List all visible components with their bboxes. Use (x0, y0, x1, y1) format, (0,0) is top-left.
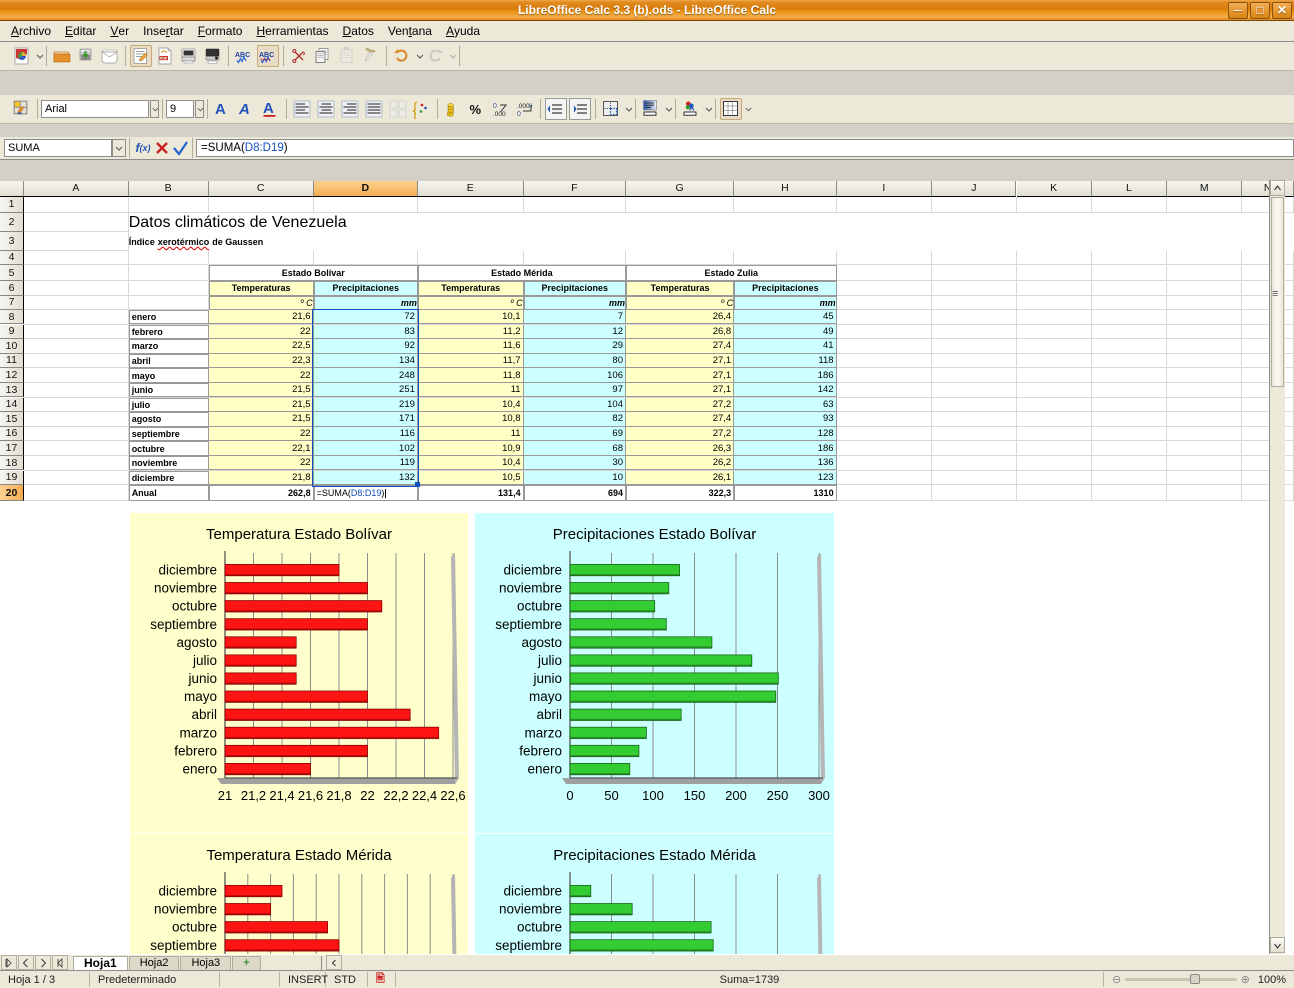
svg-text:abril: abril (192, 708, 218, 723)
svg-text:mayo: mayo (529, 689, 562, 704)
svg-text:octubre: octubre (172, 919, 217, 934)
svg-text:22,4: 22,4 (412, 788, 437, 803)
svg-text:300: 300 (808, 788, 830, 803)
svg-text:.000: .000 (493, 111, 506, 118)
svg-text:21,6: 21,6 (298, 788, 323, 803)
svg-text:septiembre: septiembre (495, 938, 562, 953)
svg-text:junio: junio (532, 671, 562, 686)
svg-text:diciembre: diciembre (503, 563, 562, 578)
svg-text:21,4: 21,4 (270, 788, 295, 803)
svg-text:octubre: octubre (517, 919, 562, 934)
svg-text:Precipitaciones Estado Mérida: Precipitaciones Estado Mérida (553, 847, 756, 864)
svg-text:200: 200 (725, 788, 747, 803)
svg-text:enero: enero (527, 762, 562, 777)
svg-text:noviembre: noviembre (154, 901, 217, 916)
svg-text:abril: abril (536, 708, 562, 723)
svg-text:250: 250 (767, 788, 789, 803)
svg-text:noviembre: noviembre (154, 581, 217, 596)
svg-text:ABC: ABC (259, 52, 274, 59)
svg-text:septiembre: septiembre (495, 617, 562, 632)
svg-text:50: 50 (604, 788, 618, 803)
svg-text:21,8: 21,8 (327, 788, 352, 803)
svg-text:marzo: marzo (524, 726, 562, 741)
svg-text:mayo: mayo (184, 689, 217, 704)
svg-text:21,2: 21,2 (241, 788, 266, 803)
svg-text:A: A (215, 101, 226, 118)
svg-text:agosto: agosto (521, 635, 562, 650)
svg-text:enero: enero (183, 762, 218, 777)
svg-text:100: 100 (642, 788, 664, 803)
svg-text:julio: julio (192, 653, 217, 668)
svg-text:A: A (238, 101, 250, 118)
svg-text:A: A (689, 104, 695, 113)
svg-text:agosto: agosto (177, 635, 218, 650)
svg-text:febrero: febrero (175, 744, 218, 759)
svg-text:septiembre: septiembre (151, 938, 218, 953)
svg-text:22,6: 22,6 (441, 788, 466, 803)
svg-text:septiembre: septiembre (151, 617, 218, 632)
svg-text:octubre: octubre (172, 599, 217, 614)
svg-text:octubre: octubre (517, 599, 562, 614)
svg-text:0: 0 (566, 788, 573, 803)
svg-text:22: 22 (361, 788, 375, 803)
svg-text:150: 150 (684, 788, 706, 803)
svg-text:noviembre: noviembre (499, 901, 562, 916)
svg-text:marzo: marzo (180, 726, 218, 741)
svg-text:Temperatura Estado Mérida: Temperatura Estado Mérida (207, 847, 393, 864)
svg-text:Precipitaciones Estado Bolívar: Precipitaciones Estado Bolívar (553, 526, 756, 543)
svg-text:noviembre: noviembre (499, 581, 562, 596)
svg-text:junio: junio (188, 671, 218, 686)
svg-text:21: 21 (218, 788, 232, 803)
svg-text:diciembre: diciembre (503, 883, 562, 898)
svg-text:febrero: febrero (519, 744, 562, 759)
svg-text:diciembre: diciembre (159, 883, 218, 898)
svg-text:PDF: PDF (160, 57, 168, 61)
svg-text:julio: julio (537, 653, 562, 668)
svg-text:0: 0 (517, 111, 521, 118)
svg-text:A: A (263, 100, 274, 117)
svg-text:Temperatura Estado Bolívar: Temperatura Estado Bolívar (206, 526, 392, 543)
svg-text:0: 0 (493, 103, 497, 110)
svg-text:ABC: ABC (235, 52, 250, 59)
svg-text:22,2: 22,2 (384, 788, 409, 803)
svg-text:diciembre: diciembre (159, 563, 218, 578)
svg-text:%: % (470, 102, 482, 117)
